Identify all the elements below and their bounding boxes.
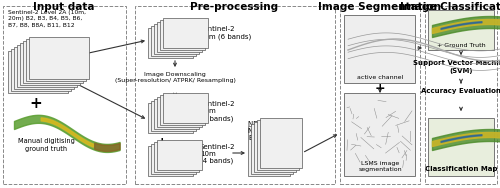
Bar (260, 118, 302, 168)
Bar (340, 6, 420, 184)
Bar (148, 103, 193, 133)
Bar (344, 93, 415, 176)
Bar (135, 6, 335, 184)
Bar (151, 144, 196, 174)
Text: Sentinel-2
10m
(4 bands): Sentinel-2 10m (4 bands) (200, 144, 235, 164)
Bar (163, 18, 208, 48)
Bar (148, 28, 193, 58)
Bar (257, 120, 299, 170)
Text: Sentinel-2
20m (6 bands): Sentinel-2 20m (6 bands) (200, 26, 252, 39)
Bar (425, 6, 497, 184)
Text: Image Classification: Image Classification (400, 2, 500, 12)
Text: Support Vector Machine
(SVM): Support Vector Machine (SVM) (413, 60, 500, 74)
Text: active channel: active channel (357, 75, 403, 80)
Bar (148, 146, 193, 176)
Text: Pre-processing: Pre-processing (190, 2, 278, 12)
Bar (154, 99, 199, 129)
Text: Sentinel-2
10m
(6 bands): Sentinel-2 10m (6 bands) (200, 101, 235, 121)
Text: LSMS image
segmentation: LSMS image segmentation (358, 161, 402, 172)
Bar (254, 122, 296, 172)
Bar (344, 15, 415, 83)
Bar (11, 49, 71, 91)
Bar (428, 118, 494, 176)
Bar (248, 126, 290, 176)
Bar (3, 6, 126, 184)
Bar (160, 20, 205, 50)
Text: Input data: Input data (33, 2, 95, 12)
Bar (157, 22, 202, 52)
Text: Manual digitising
ground truth: Manual digitising ground truth (18, 138, 74, 152)
Bar (20, 43, 80, 85)
Bar (151, 101, 196, 131)
Text: NDVI, NDWI,
NDMI, EVI1,
EVI2: NDVI, NDWI, NDMI, EVI1, EVI2 (248, 121, 291, 141)
Text: +: + (374, 82, 386, 95)
Bar (160, 95, 205, 125)
Text: Image Segmentation: Image Segmentation (318, 2, 440, 12)
Bar (428, 10, 494, 50)
Text: +: + (30, 96, 43, 111)
Bar (23, 41, 83, 83)
Bar (26, 39, 86, 81)
Bar (163, 93, 208, 123)
Bar (8, 51, 68, 93)
Text: +: + (156, 136, 168, 149)
Bar (157, 97, 202, 127)
Text: + Ground Truth: + Ground Truth (436, 43, 486, 48)
Text: Classification Map: Classification Map (425, 166, 497, 172)
Bar (157, 140, 202, 170)
Bar (251, 124, 293, 174)
Bar (154, 24, 199, 54)
Bar (154, 142, 199, 172)
Text: Accuracy Evaluation: Accuracy Evaluation (421, 88, 500, 94)
Bar (29, 37, 89, 79)
Text: Image Downscaling
(Super-resolution/ ATPRK/ Resampling): Image Downscaling (Super-resolution/ ATP… (114, 72, 236, 83)
Bar (17, 45, 77, 87)
Bar (14, 47, 74, 89)
Text: Sentinel-2 Level 2A (10m,
20m) B2, B3, B4, B5, B6,
B7, B8, B8A, B11, B12: Sentinel-2 Level 2A (10m, 20m) B2, B3, B… (8, 10, 86, 27)
Bar (151, 26, 196, 56)
